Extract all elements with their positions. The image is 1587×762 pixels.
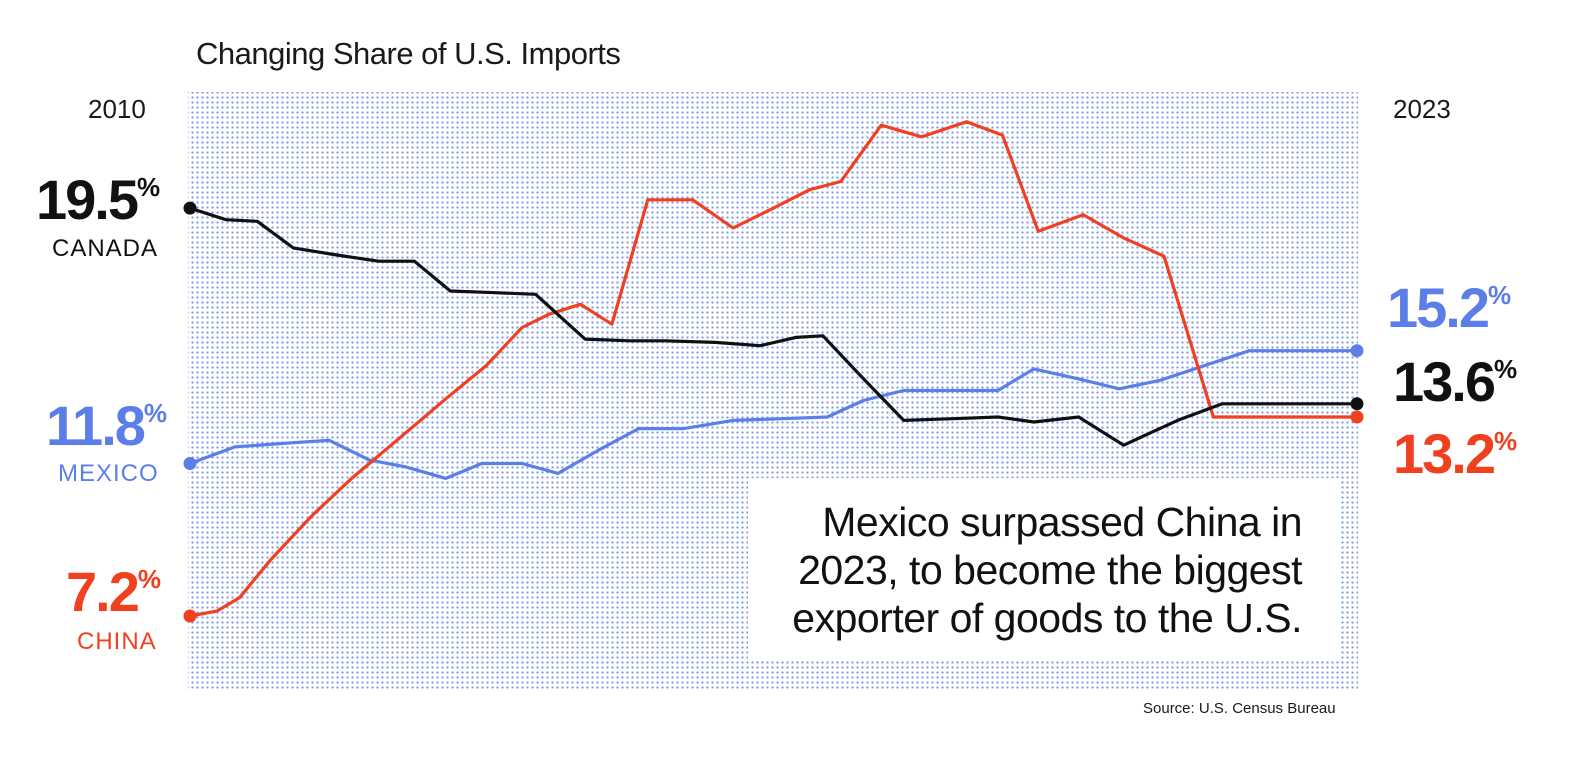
mexico-end-number: 15.2 <box>1387 276 1490 339</box>
canada-start-number: 19.5 <box>36 168 139 231</box>
source-note: Source: U.S. Census Bureau <box>1143 700 1336 717</box>
canada-start-point <box>183 201 197 215</box>
canada-start-percent: % <box>137 172 161 202</box>
mexico-end-value: 15.2% <box>1387 280 1511 336</box>
mexico-label: MEXICO <box>58 460 159 487</box>
china-end-percent: % <box>1494 426 1518 456</box>
china-start-percent: % <box>137 564 161 594</box>
china-series-line <box>189 120 1357 618</box>
series-lines <box>189 120 1357 618</box>
callout-text: Mexico surpassed China in 2023, to becom… <box>792 499 1302 641</box>
canada-label: CANADA <box>52 235 159 262</box>
mexico-series-line <box>189 349 1357 480</box>
china-end-number: 13.2 <box>1393 422 1496 485</box>
mexico-end-point <box>1350 344 1364 358</box>
china-start-number: 7.2 <box>66 560 140 623</box>
china-label: CHINA <box>77 628 157 655</box>
mexico-start-point <box>183 457 197 470</box>
canada-series-line <box>189 206 1357 447</box>
canada-end-percent: % <box>1494 354 1518 384</box>
mexico-start-percent: % <box>143 398 168 428</box>
canada-end-number: 13.6 <box>1393 350 1496 413</box>
china-end-point <box>1350 410 1364 424</box>
china-start-value: 7.2% <box>66 564 161 620</box>
china-start-point <box>183 609 197 623</box>
chart-title: Changing Share of U.S. Imports <box>196 36 621 71</box>
callout-box: Mexico surpassed China in 2023, to becom… <box>748 478 1340 660</box>
mexico-start-value: 11.8% <box>46 398 167 454</box>
year-start-label: 2010 <box>88 94 146 124</box>
canada-start-value: 19.5% <box>36 172 160 228</box>
year-end-label: 2023 <box>1393 94 1451 124</box>
mexico-start-number: 11.8 <box>46 394 146 457</box>
china-end-value: 13.2% <box>1393 426 1517 482</box>
series-endpoints <box>183 201 1364 623</box>
canada-end-point <box>1350 397 1364 411</box>
mexico-end-percent: % <box>1488 280 1512 310</box>
canada-end-value: 13.6% <box>1393 354 1517 410</box>
